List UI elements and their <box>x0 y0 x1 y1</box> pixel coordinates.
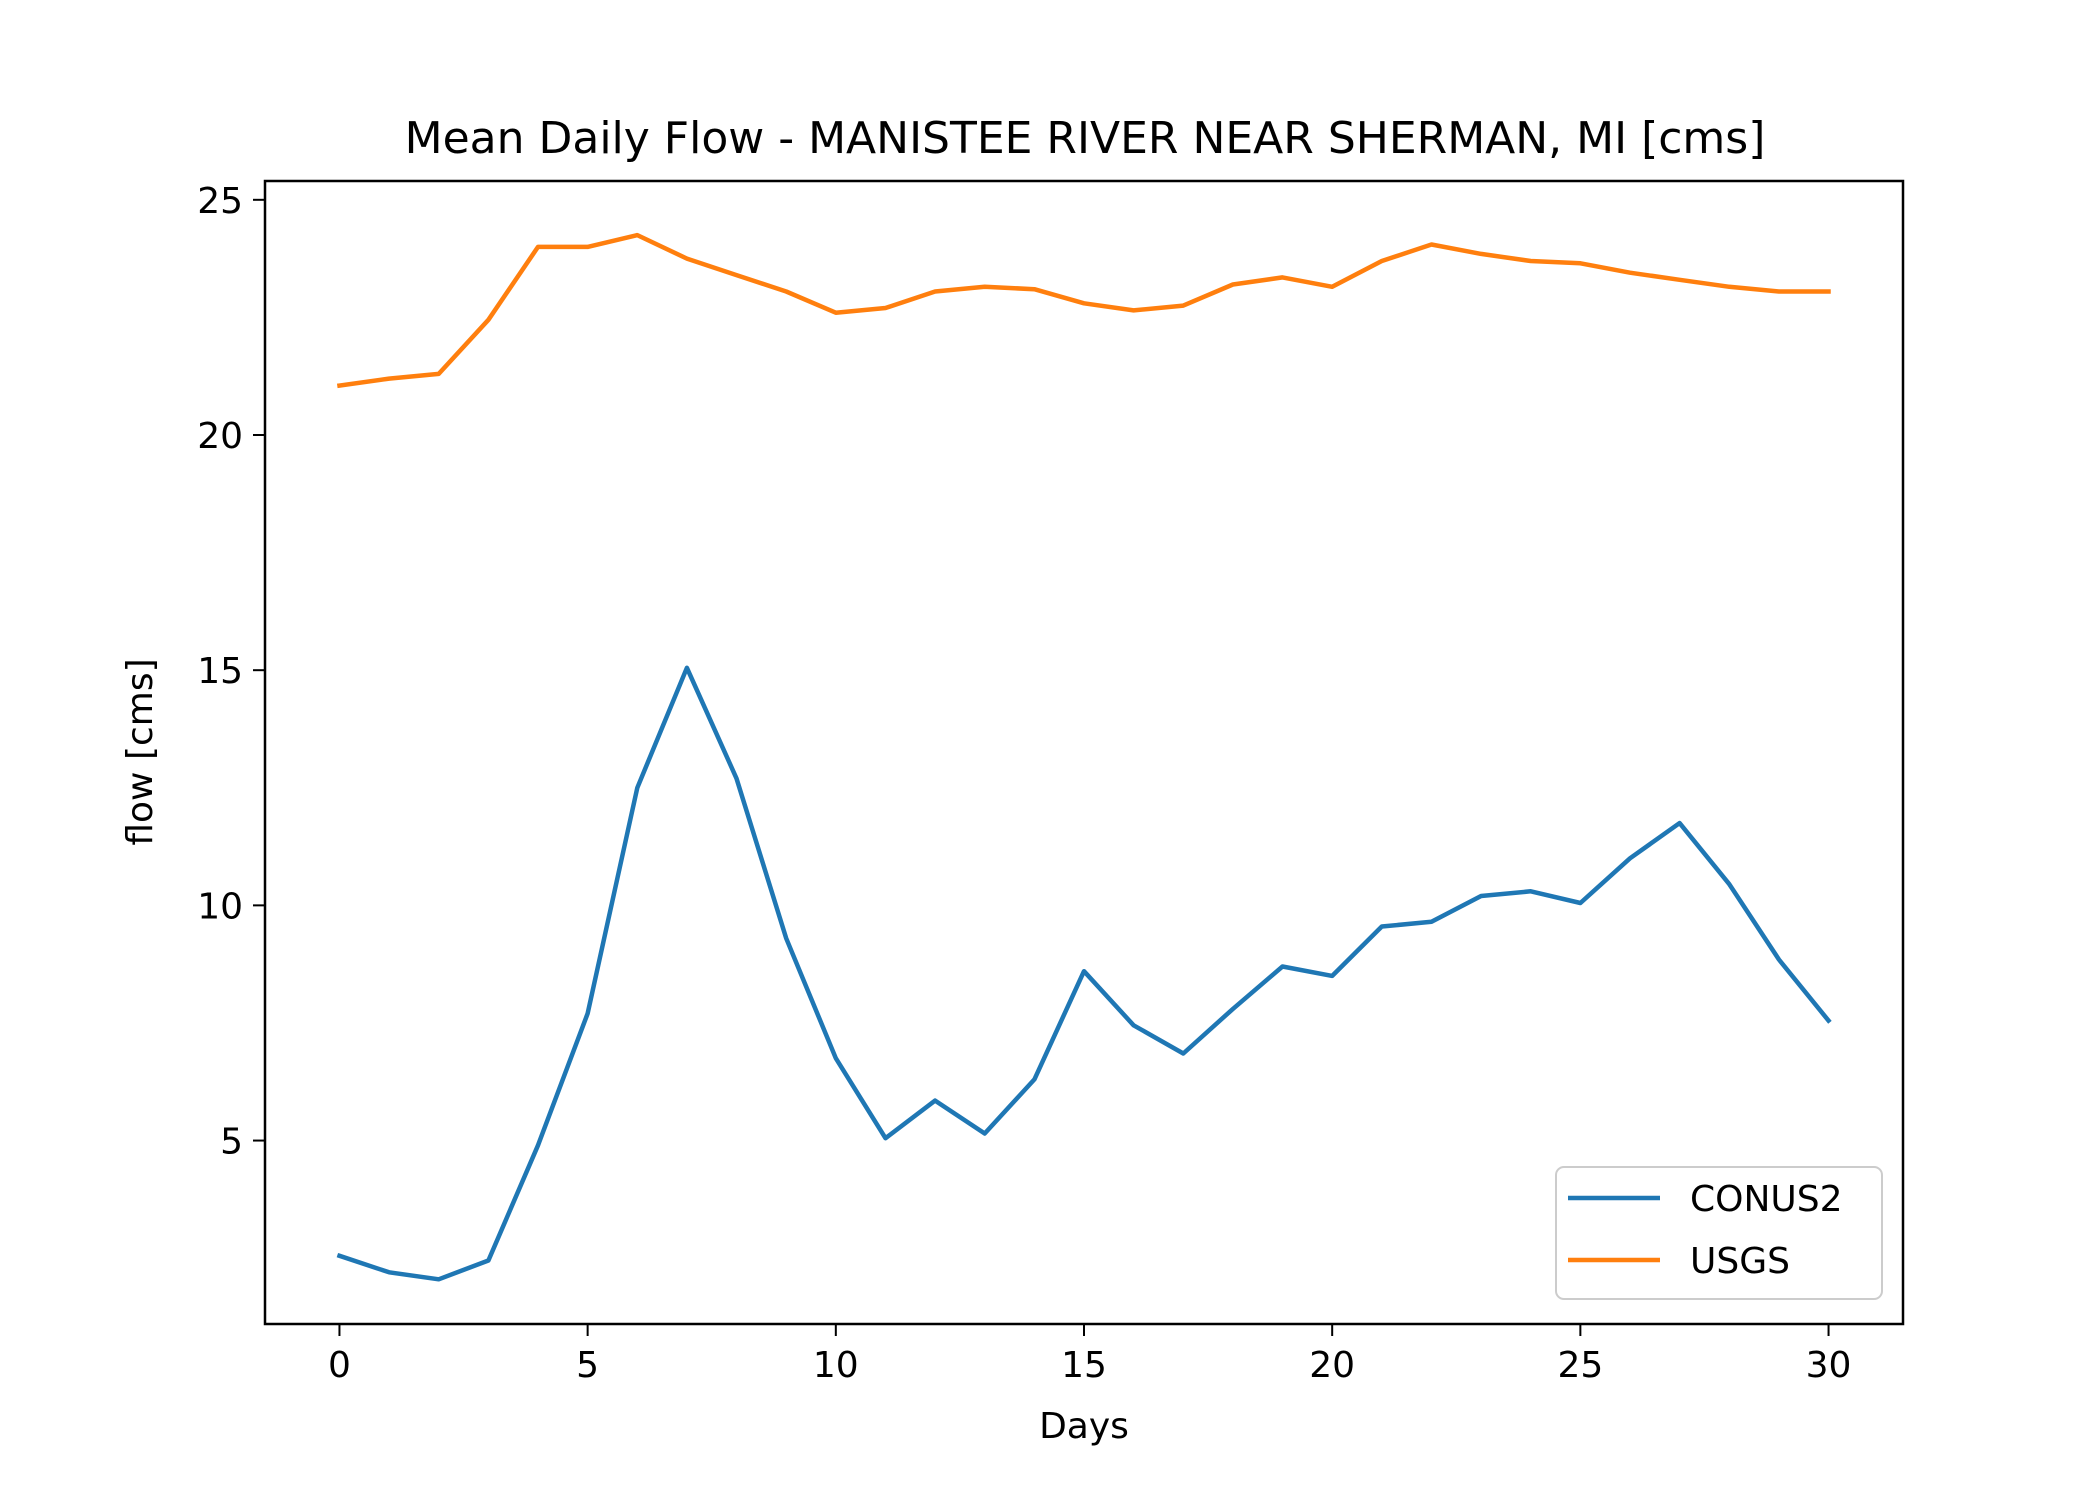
x-tick-label: 10 <box>813 1345 859 1386</box>
y-tick-label: 5 <box>220 1122 243 1163</box>
series-layer <box>336 232 1832 1282</box>
legend: CONUS2 USGS <box>1555 1166 1883 1300</box>
y-tick-label: 20 <box>197 416 243 457</box>
series-line-usgs <box>336 232 1831 389</box>
series-line-conus2 <box>336 665 1832 1282</box>
x-tick-label: 25 <box>1557 1345 1603 1386</box>
legend-label-conus2: CONUS2 <box>1690 1179 1843 1220</box>
y-axis: 5 10 15 20 25 <box>197 181 265 1163</box>
x-tick-label: 0 <box>328 1345 351 1386</box>
y-tick-label: 15 <box>197 651 243 692</box>
x-axis-label: Days <box>1039 1406 1129 1447</box>
plot-area-frame <box>263 179 1905 1326</box>
x-tick-label: 5 <box>576 1345 599 1386</box>
x-axis: 0 5 10 15 20 25 30 <box>328 1324 1851 1386</box>
legend-label-usgs: USGS <box>1690 1241 1790 1282</box>
chart-title: Mean Daily Flow - MANISTEE RIVER NEAR SH… <box>405 113 1766 164</box>
y-tick-label: 25 <box>197 181 243 222</box>
x-tick-label: 15 <box>1061 1345 1107 1386</box>
y-axis-label: flow [cms] <box>120 658 161 845</box>
y-tick-label: 10 <box>197 886 243 927</box>
x-tick-label: 20 <box>1309 1345 1355 1386</box>
x-tick-label: 30 <box>1806 1345 1852 1386</box>
